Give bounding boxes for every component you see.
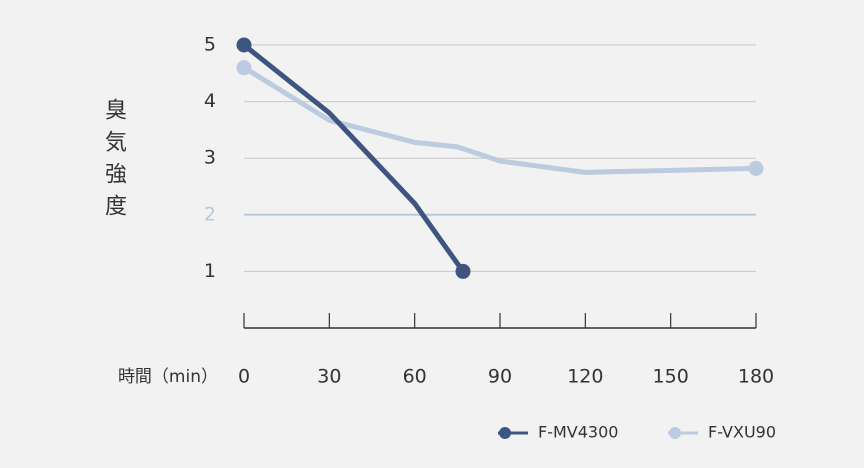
legend-marker [669,427,681,439]
series-line [242,43,466,273]
y-tick-label: 4 [204,90,216,112]
y-tick-label: 2 [204,203,216,225]
x-tick-label: 60 [403,366,427,388]
y-tick-label: 1 [204,260,216,282]
y-tick-label: 3 [204,147,216,169]
y-axis-label: 臭気強度 [101,98,127,226]
point-marker [236,37,252,53]
legend-label: F-MV4300 [538,423,618,442]
x-tick-label: 180 [738,366,774,388]
x-tick-label: 150 [653,366,689,388]
legend-marker [499,427,511,439]
series-line [242,65,757,175]
legend-label: F-VXU90 [708,423,776,442]
point-marker [748,160,764,176]
x-axis-label: 時間（min） [118,367,218,387]
point-marker [455,263,471,279]
x-tick-label: 30 [317,366,341,388]
x-tick-label: 90 [488,366,512,388]
point-marker [236,60,252,76]
x-tick-label: 0 [238,366,250,388]
y-tick-label: 5 [204,34,216,56]
x-tick-label: 120 [567,366,603,388]
